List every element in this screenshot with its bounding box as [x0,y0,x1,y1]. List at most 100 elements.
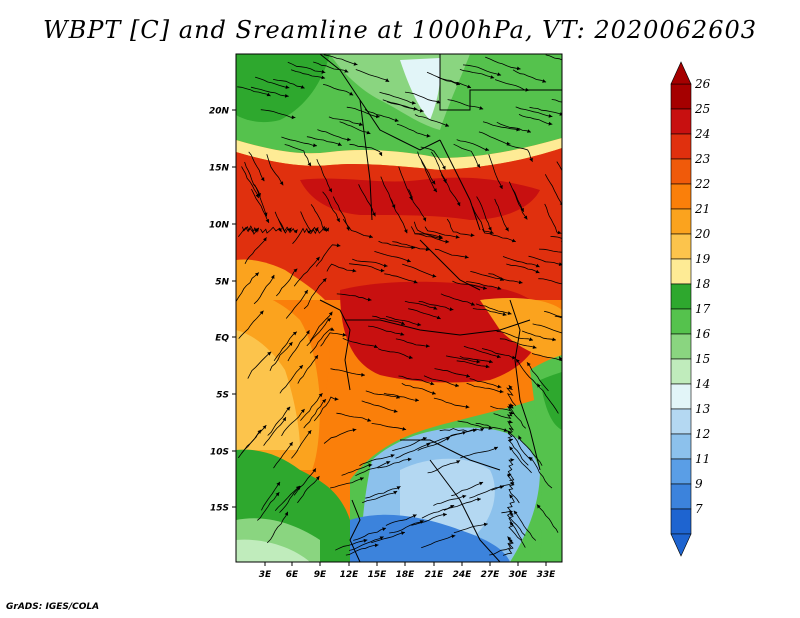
streamline-arrowhead [442,165,446,170]
streamline-arrowhead [509,512,514,517]
streamline [507,438,529,466]
streamline-arrowhead [436,315,441,320]
colorbar-swatch [670,408,692,435]
longitude-axis: 3E 6E 9E 12E 15E 18E 21E 24E 27E 30E 33E [259,562,556,580]
streamline [488,154,503,190]
streamline-arrowhead [506,141,511,146]
streamline [515,106,553,117]
streamline [418,301,454,311]
streamline-arrowhead [509,522,514,526]
streamline-arrowhead [374,543,379,548]
credit-label: GrADS: IGES/COLA [6,602,100,612]
streamline [489,538,513,556]
streamline [364,109,399,122]
border-line [419,239,481,291]
streamline [392,241,430,251]
colorbar-label: 17 [695,302,711,316]
streamline-arrowhead [431,391,436,395]
streamline [544,310,562,318]
streamline [494,198,509,232]
streamline [368,325,405,336]
streamline-arrowhead [404,229,408,234]
streamline [424,226,460,238]
streamline [352,258,388,267]
streamline-arrowhead [426,133,431,138]
streamline-arrowhead [390,454,395,458]
streamline [332,196,350,231]
streamline-arrowhead [445,123,449,127]
streamline-arrowhead [394,118,399,122]
streamline [330,477,364,489]
streamline [386,101,424,112]
streamline [309,328,335,354]
border-line [509,299,541,471]
streamline-arrowhead [380,268,385,273]
streamline-arrowhead [479,481,484,486]
streamline [472,308,507,316]
streamline [309,311,333,342]
streamline [380,176,396,209]
streamline-arrowhead [367,297,372,302]
streamline-arrowhead [502,312,507,316]
streamline-arrowhead [431,180,436,185]
streamline [421,504,455,519]
streamline [481,348,517,359]
streamline-arrowhead [263,237,267,242]
colorbar-label: 13 [695,402,711,416]
streamline [506,144,533,162]
streamline-arrowhead [361,372,365,377]
streamline-arrowhead [476,163,481,168]
streamline-arrowhead [558,262,562,266]
streamline-arrowhead [411,245,416,250]
streamline [434,368,471,378]
streamline [482,228,516,243]
streamline-arrowhead [342,332,347,337]
streamline-arrowhead [284,94,289,98]
streamline-arrowhead [322,399,326,403]
streamline [349,263,385,272]
streamline-arrowhead [575,319,579,323]
colorbar-label: 20 [694,227,711,241]
streamline-arrowhead [557,230,562,235]
streamline-arrowhead [260,177,265,182]
streamline-arrowhead [426,442,431,447]
streamline [263,416,287,446]
streamline-arrowhead [499,277,504,281]
streamline-arrowhead [467,84,471,89]
streamline [361,400,398,413]
streamline [374,251,411,263]
streamline [384,273,418,284]
streamline-arrowhead [327,318,331,322]
colorbar-label: 9 [695,477,703,491]
streamline-arrowhead [580,242,584,246]
colorbar-swatch [670,308,692,335]
streamline-arrowhead [352,428,357,432]
streamline [273,331,298,362]
streamline-arrowhead [586,320,590,324]
streamline [433,495,467,506]
streamline [251,188,270,224]
streamline [306,317,332,347]
streamline-arrowhead [300,85,305,89]
lon-tick-label: 27E [481,570,501,580]
colorbar-bottom-arrow [670,533,692,557]
colorbar-label: 22 [694,177,710,191]
streamline-arrowhead [465,404,470,409]
streamline-arrowhead [419,520,424,524]
lon-tick-label: 24E [453,570,473,580]
streamline-arrowhead [386,461,391,465]
streamline-arrowhead [400,321,405,325]
streamline [355,69,390,83]
streamline-arrowhead [367,418,372,422]
streamline-arrowhead [293,229,298,234]
streamline-arrowhead [369,234,373,239]
streamline-arrowhead [513,510,518,515]
streamline-arrowhead [508,538,513,543]
streamline [353,527,387,541]
streamline [362,490,398,504]
streamline-arrowhead [382,527,386,531]
streamline-arrowhead [321,69,326,74]
colorbar-swatch [670,283,692,310]
streamline [385,316,422,326]
streamline [450,427,485,436]
